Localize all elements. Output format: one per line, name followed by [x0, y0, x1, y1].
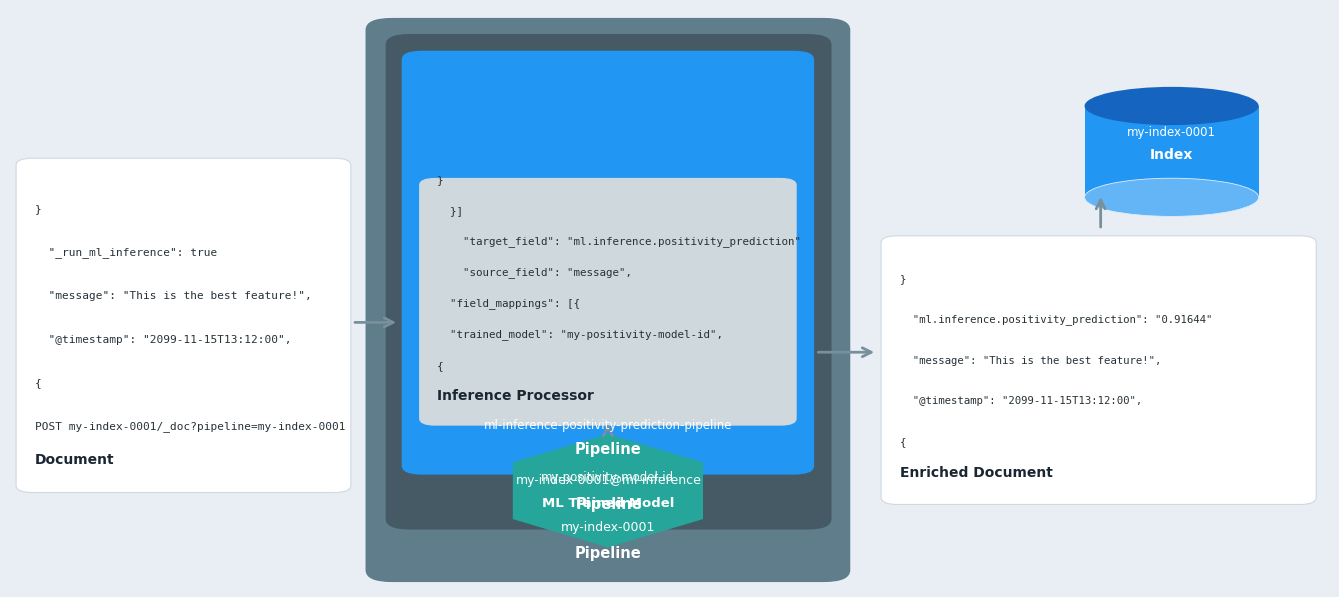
FancyBboxPatch shape	[419, 178, 797, 426]
Text: "@timestamp": "2099-11-15T13:12:00",: "@timestamp": "2099-11-15T13:12:00",	[900, 396, 1142, 406]
Text: my-index-0001: my-index-0001	[1127, 126, 1216, 139]
Text: }]: }]	[437, 206, 462, 216]
Text: }: }	[437, 175, 443, 184]
Text: "field_mappings": [{: "field_mappings": [{	[437, 298, 580, 309]
Text: Enriched Document: Enriched Document	[900, 466, 1052, 481]
Text: "source_field": "message",: "source_field": "message",	[437, 267, 632, 278]
Ellipse shape	[1085, 87, 1259, 125]
Text: Pipeline: Pipeline	[574, 546, 641, 561]
Text: Index: Index	[1150, 148, 1193, 162]
FancyBboxPatch shape	[1085, 106, 1259, 197]
Text: ML Trained Model: ML Trained Model	[542, 497, 674, 510]
Text: "_run_ml_inference": true: "_run_ml_inference": true	[35, 247, 217, 258]
FancyBboxPatch shape	[402, 51, 814, 475]
Text: {: {	[437, 361, 443, 371]
Text: Document: Document	[35, 453, 114, 467]
Text: "trained_model": "my-positivity-model-id",: "trained_model": "my-positivity-model-id…	[437, 330, 723, 340]
Text: my-index-0001@ml-inference: my-index-0001@ml-inference	[516, 474, 702, 487]
FancyBboxPatch shape	[366, 18, 850, 582]
Text: Pipeline: Pipeline	[576, 497, 641, 512]
Ellipse shape	[1085, 179, 1259, 217]
Text: "ml.inference.positivity_prediction": "0.91644": "ml.inference.positivity_prediction": "0…	[900, 315, 1212, 325]
Text: {: {	[35, 378, 42, 388]
Text: Pipeline: Pipeline	[574, 442, 641, 457]
Text: "message": "This is the best feature!",: "message": "This is the best feature!",	[35, 291, 312, 301]
Text: Inference Processor: Inference Processor	[437, 389, 593, 403]
Text: "@timestamp": "2099-11-15T13:12:00",: "@timestamp": "2099-11-15T13:12:00",	[35, 335, 292, 344]
Text: ml-inference-positivity-prediction-pipeline: ml-inference-positivity-prediction-pipel…	[483, 419, 732, 432]
FancyBboxPatch shape	[386, 34, 832, 530]
Text: my-positivity-model-id: my-positivity-model-id	[541, 471, 675, 484]
Text: }: }	[35, 204, 42, 214]
Polygon shape	[513, 434, 703, 547]
FancyBboxPatch shape	[16, 158, 351, 493]
Text: {: {	[900, 437, 907, 447]
Text: "target_field": "ml.inference.positivity_prediction": "target_field": "ml.inference.positivity…	[437, 236, 801, 247]
Text: "message": "This is the best feature!",: "message": "This is the best feature!",	[900, 356, 1161, 365]
Text: }: }	[900, 275, 907, 284]
Text: POST my-index-0001/_doc?pipeline=my-index-0001: POST my-index-0001/_doc?pipeline=my-inde…	[35, 421, 345, 432]
FancyBboxPatch shape	[881, 236, 1316, 504]
Text: my-index-0001: my-index-0001	[561, 521, 655, 534]
